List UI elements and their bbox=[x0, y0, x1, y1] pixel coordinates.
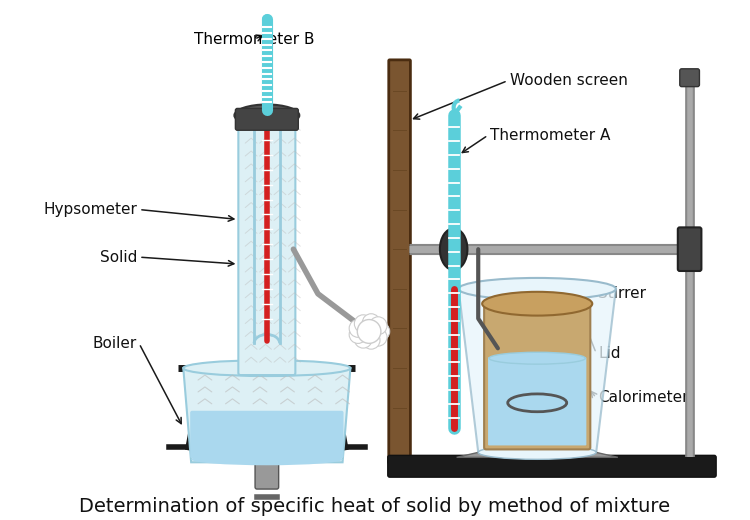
FancyBboxPatch shape bbox=[236, 109, 298, 130]
Ellipse shape bbox=[478, 446, 596, 459]
Ellipse shape bbox=[235, 105, 299, 126]
Circle shape bbox=[350, 326, 367, 343]
Ellipse shape bbox=[458, 278, 616, 300]
Text: Boiler: Boiler bbox=[93, 336, 137, 351]
Ellipse shape bbox=[191, 453, 343, 465]
Polygon shape bbox=[457, 452, 500, 457]
Polygon shape bbox=[515, 452, 559, 457]
Circle shape bbox=[350, 319, 367, 337]
Circle shape bbox=[262, 14, 272, 24]
FancyBboxPatch shape bbox=[484, 302, 590, 449]
Polygon shape bbox=[574, 452, 618, 457]
Ellipse shape bbox=[482, 292, 592, 316]
FancyBboxPatch shape bbox=[680, 69, 700, 87]
Circle shape bbox=[362, 331, 380, 349]
Text: Wooden screen: Wooden screen bbox=[510, 73, 628, 88]
Ellipse shape bbox=[489, 352, 586, 364]
Text: Thermometer A: Thermometer A bbox=[490, 128, 610, 142]
FancyBboxPatch shape bbox=[388, 60, 410, 463]
Circle shape bbox=[362, 314, 380, 332]
Circle shape bbox=[354, 315, 372, 333]
Polygon shape bbox=[458, 289, 616, 452]
FancyBboxPatch shape bbox=[678, 227, 701, 271]
Text: Solid: Solid bbox=[100, 250, 137, 265]
Ellipse shape bbox=[252, 392, 281, 439]
Circle shape bbox=[369, 317, 387, 335]
Text: Determination of specific heat of solid by method of mixture: Determination of specific heat of solid … bbox=[80, 498, 670, 516]
FancyBboxPatch shape bbox=[255, 436, 279, 489]
Text: Calorimeter: Calorimeter bbox=[598, 391, 688, 406]
Circle shape bbox=[357, 320, 381, 343]
FancyBboxPatch shape bbox=[388, 456, 716, 477]
Polygon shape bbox=[183, 368, 350, 462]
Circle shape bbox=[369, 328, 387, 346]
FancyBboxPatch shape bbox=[190, 411, 344, 458]
Ellipse shape bbox=[240, 381, 294, 455]
Text: Stirrer: Stirrer bbox=[598, 287, 646, 301]
Circle shape bbox=[372, 322, 390, 341]
Circle shape bbox=[354, 330, 372, 348]
FancyBboxPatch shape bbox=[488, 357, 586, 446]
Ellipse shape bbox=[183, 360, 350, 376]
FancyBboxPatch shape bbox=[238, 113, 296, 375]
Ellipse shape bbox=[440, 228, 467, 270]
Text: Lid: Lid bbox=[598, 346, 621, 361]
Text: Thermometer B: Thermometer B bbox=[194, 32, 314, 47]
Text: Hypsometer: Hypsometer bbox=[44, 202, 137, 217]
